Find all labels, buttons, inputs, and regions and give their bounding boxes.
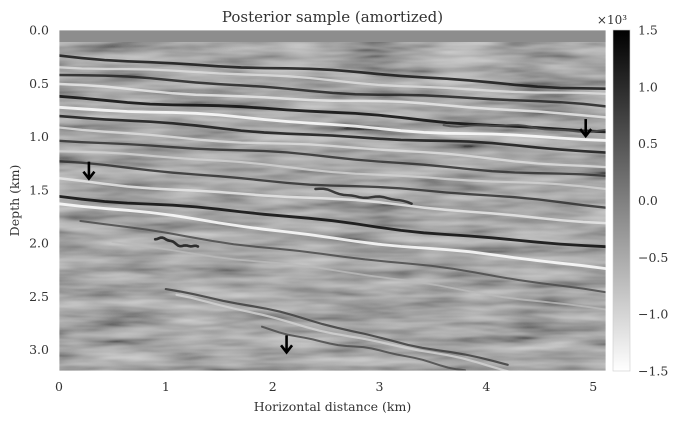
reflector — [442, 123, 606, 134]
y-tick-label: 2.0 — [29, 236, 49, 251]
reflector — [314, 187, 413, 205]
x-tick-label: 2 — [269, 379, 277, 394]
x-tick-label: 4 — [482, 379, 490, 394]
colorbar-tick-label: 1.0 — [638, 79, 658, 94]
reflector — [79, 220, 606, 294]
x-tick-label: 5 — [589, 379, 597, 394]
y-tick-label: 1.0 — [29, 129, 49, 144]
colorbar: 1.5 1.0 0.5 0.0 −0.5 −1.0 −1.5 ×10³ — [597, 13, 668, 379]
reflector — [59, 150, 606, 191]
colorbar-tick-label: 0.5 — [638, 136, 658, 151]
reflector — [59, 66, 606, 96]
y-tick-label: 1.5 — [29, 182, 49, 197]
x-tick-label: 3 — [376, 379, 384, 394]
seismic-image — [59, 30, 606, 371]
colorbar-multiplier: ×10³ — [597, 13, 627, 27]
chart-title: Posterior sample (amortized) — [222, 8, 443, 26]
colorbar-ticks: 1.5 1.0 0.5 0.0 −0.5 −1.0 −1.5 — [638, 23, 668, 379]
x-axis: 0 1 2 3 4 5 — [55, 379, 597, 394]
reflector-group — [59, 54, 606, 371]
arrow-group — [82, 119, 593, 355]
colorbar-tick-label: 1.5 — [638, 23, 658, 38]
reflector — [59, 160, 606, 209]
x-tick-label: 0 — [55, 379, 63, 394]
arrow-down-icon — [280, 335, 294, 355]
colorbar-tick-label: 0.0 — [638, 193, 658, 208]
reflector — [59, 82, 606, 119]
reflector — [261, 325, 466, 371]
y-axis-label: Depth (km) — [7, 165, 22, 237]
reflector — [59, 114, 606, 154]
colorbar-tick-label: −1.5 — [638, 364, 668, 379]
reflector — [175, 293, 512, 371]
y-axis: 0.0 0.5 1.0 1.5 2.0 2.5 3.0 — [29, 23, 49, 358]
reflector — [59, 202, 606, 270]
colorbar-gradient — [612, 29, 631, 372]
reflector — [59, 54, 606, 91]
image-texture — [59, 30, 606, 371]
arrow-down-icon — [82, 161, 96, 181]
reflector — [59, 105, 606, 142]
reflector — [59, 73, 606, 108]
reflector — [59, 94, 606, 134]
reflector — [153, 236, 200, 248]
y-tick-label: 3.0 — [29, 342, 49, 357]
water-column — [59, 30, 606, 42]
reflector — [59, 126, 606, 169]
reflector — [164, 288, 509, 366]
y-tick-label: 0.5 — [29, 76, 49, 91]
plot-frame — [58, 29, 607, 372]
reflector — [59, 139, 606, 178]
colorbar-tick-label: −0.5 — [638, 250, 668, 265]
colorbar-tick-label: −1.0 — [638, 307, 668, 322]
y-tick-label: 0.0 — [29, 23, 49, 38]
x-axis-label: Horizontal distance (km) — [254, 399, 412, 414]
x-tick-label: 1 — [162, 379, 170, 394]
y-tick-label: 2.5 — [29, 289, 49, 304]
reflector — [59, 176, 606, 225]
reflector — [59, 195, 606, 249]
arrow-down-icon — [579, 119, 593, 139]
reflector — [111, 241, 606, 311]
